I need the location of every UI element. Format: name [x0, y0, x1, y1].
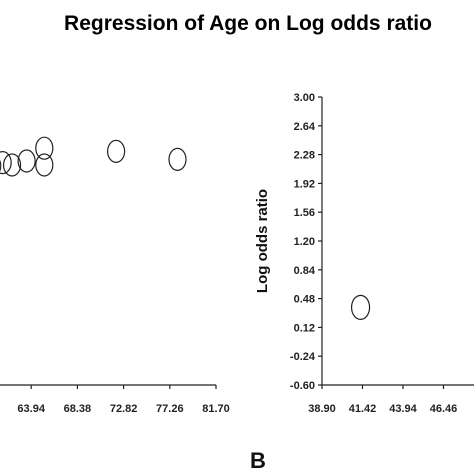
panel-a-x-tick-label: 63.94 — [17, 403, 45, 415]
panel-a-data-point — [2, 153, 22, 177]
panel-a-x-tick-label: 72.82 — [110, 403, 138, 415]
panel-b-x-tick-label: 46.46 — [430, 403, 458, 415]
panel-a-x-tick-label: 81.70 — [202, 403, 230, 415]
panel-b-y-tick-label: 1.20 — [294, 236, 315, 248]
panel-a-data-point — [168, 147, 187, 171]
panel-b-y-tick-label: 0.84 — [294, 265, 316, 277]
panel-b-y-tick-label: 2.28 — [294, 150, 315, 162]
figure-title: Regression of Age on Log odds ratio — [64, 12, 432, 35]
panel-b-x-tick-label: 41.42 — [349, 403, 377, 415]
panel-b-y-tick-label: 0.48 — [294, 294, 315, 306]
panel-a-data-point — [35, 153, 54, 177]
panel-a-x-ticks: 63.94 68.38 72.82 77.26 81.70 — [17, 385, 230, 415]
panel-b-y-tick-label: 3.00 — [294, 92, 315, 104]
panel-a-data-point — [107, 139, 126, 163]
panel-b-x-ticks: 38.90 41.42 43.94 46.46 — [308, 385, 457, 415]
panel-a-x-tick-label: 68.38 — [64, 403, 92, 415]
panel-b-y-tick-label: -0.24 — [290, 351, 316, 363]
panel-a-data-point — [35, 136, 54, 160]
panel-b: 3.00 2.64 2.28 1.92 1.56 1.20 0.84 0.48 0.12 -0.2… — [254, 92, 474, 415]
panel-a-x-tick-label: 77.26 — [156, 403, 184, 415]
panel-b-y-axis-label: Log odds ratio — [254, 189, 271, 293]
panel-b-x-tick-label: 38.90 — [308, 403, 336, 415]
panel-b-y-tick-label: 2.64 — [294, 121, 316, 133]
panel-b-y-tick-label: 0.12 — [294, 322, 315, 334]
panel-b-y-ticks: 3.00 2.64 2.28 1.92 1.56 1.20 0.84 0.48 0.12 -0.2… — [290, 92, 322, 392]
panel-a-data-point — [0, 159, 2, 172]
panel-a-data-point — [17, 149, 36, 173]
panel-a-points — [0, 136, 187, 177]
panel-b-points — [350, 294, 371, 320]
panel-label: B — [250, 448, 266, 473]
panel-b-y-tick-label: 1.92 — [294, 178, 315, 190]
panel-b-x-tick-label: 43.94 — [389, 403, 417, 415]
panel-b-data-point — [350, 294, 371, 320]
panel-b-y-tick-label: -0.60 — [290, 380, 315, 392]
panel-a-data-point — [0, 151, 12, 175]
panel-a: 63.94 68.38 72.82 77.26 81.70 — [0, 136, 230, 415]
panel-b-y-tick-label: 1.56 — [294, 207, 315, 219]
